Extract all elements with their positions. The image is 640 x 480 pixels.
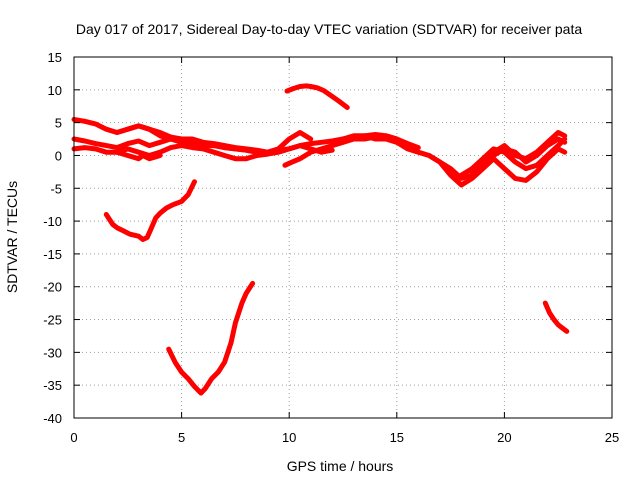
series-arc-j (469, 130, 568, 175)
chart-title: Day 017 of 2017, Sidereal Day-to-day VTE… (76, 21, 583, 37)
series-arc-n (542, 300, 570, 334)
series-arc-k (284, 83, 350, 110)
series-arc-f (282, 133, 411, 168)
y-tick-label: 15 (48, 50, 62, 65)
plot-frame (73, 56, 613, 419)
series-arc-e (114, 149, 163, 162)
y-tick-label: 5 (55, 116, 62, 131)
y-tick-label: -30 (43, 345, 62, 360)
y-tick-label: -20 (43, 280, 62, 295)
grid (74, 57, 612, 418)
series-arc-m (166, 280, 256, 396)
x-tick-label: 25 (605, 430, 619, 445)
series-arc-l (103, 179, 197, 242)
ticks: 0 5 10 15 20 25 15 10 5 0 -5 -10 -15 -20 -25 -30 -35 -40 (43, 50, 619, 445)
y-tick-label: -10 (43, 214, 62, 229)
series-layer (71, 83, 570, 396)
y-tick-label: -5 (50, 181, 62, 196)
y-tick-label: -40 (43, 411, 62, 426)
x-tick-label: 10 (282, 430, 296, 445)
x-axis-title: GPS time / hours (287, 458, 394, 474)
x-tick-label: 15 (390, 430, 404, 445)
series-arc-g (329, 133, 568, 181)
y-tick-label: 0 (55, 148, 62, 163)
y-tick-label: -15 (43, 247, 62, 262)
y-tick-label: -35 (43, 378, 62, 393)
x-tick-label: 0 (70, 430, 77, 445)
x-tick-label: 20 (497, 430, 511, 445)
series-arc-h (426, 146, 568, 188)
y-axis-title: SDTVAR / TECUs (4, 181, 20, 293)
y-tick-label: -25 (43, 313, 62, 328)
series-arc-d (114, 123, 314, 155)
y-tick-label: 10 (48, 83, 62, 98)
x-tick-label: 5 (178, 430, 185, 445)
